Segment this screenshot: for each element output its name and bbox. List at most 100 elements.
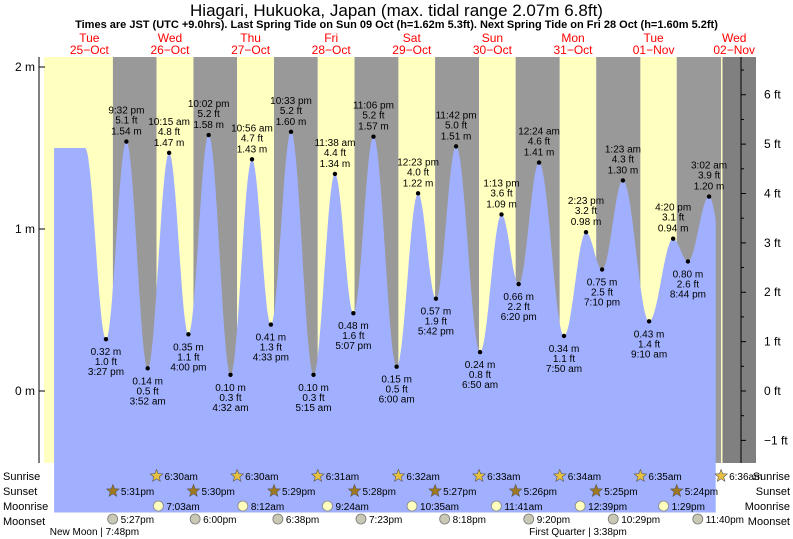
moonset-icon (272, 513, 284, 525)
high-tide-time: 10:02 pm (188, 99, 230, 110)
high-tide-m: 1.51 m (441, 131, 472, 142)
sunrise-time: 6:34am (568, 472, 601, 483)
high-tide-time: 1:23 am (605, 144, 641, 155)
moonset-icon (107, 513, 119, 525)
day-date: 25−Oct (70, 43, 110, 57)
low-tide-point (646, 319, 652, 324)
low-tide-m: 0.15 m (381, 375, 412, 386)
low-tide-point (103, 336, 109, 342)
high-tide-ft: 3.1 ft (662, 213, 684, 224)
day-name: Sun (482, 31, 503, 45)
moonrise-icon (237, 500, 249, 512)
moonrise-time: 1:29pm (672, 502, 705, 513)
moonrise-time: 12:39pm (588, 502, 627, 513)
high-tide-time: 11:42 pm (436, 110, 477, 121)
sunrise-time: 6:30am (165, 472, 198, 483)
chart-subtitle: Times are JST (UTC +9.0hrs). Last Spring… (75, 19, 718, 31)
y-tick-label-right: 4 ft (764, 186, 781, 200)
high-tide-ft: 4.6 ft (528, 137, 550, 148)
low-tide-time: 4:32 am (212, 403, 248, 414)
low-tide-time: 3:27 pm (88, 367, 124, 378)
high-tide-ft: 5.0 ft (445, 120, 467, 131)
y-tick-label-left: 0 m (15, 384, 35, 398)
low-tide-m: 0.48 m (338, 321, 369, 332)
day-name: Fri (324, 31, 338, 45)
y-tick-label-right: 5 ft (764, 137, 781, 151)
low-tide-ft: 1.9 ft (425, 317, 447, 328)
sunset-time: 5:29pm (282, 487, 315, 498)
sunset-icon (186, 483, 201, 497)
low-tide-ft: 2.6 ft (677, 279, 699, 290)
low-tide-time: 4:33 pm (253, 353, 289, 364)
low-tide-point (685, 259, 691, 264)
moonset-time: 6:00pm (203, 515, 236, 526)
daylight-band (721, 57, 723, 463)
high-tide-m: 1.47 m (154, 138, 185, 149)
chart-title: Hiagari, Hukuoka, Japan (max. tidal rang… (190, 1, 603, 20)
low-tide-ft: 1.1 ft (177, 352, 199, 363)
sunset-time: 5:25pm (604, 487, 637, 498)
high-tide-ft: 5.2 ft (280, 106, 302, 117)
sunrise-icon (391, 468, 406, 482)
day-date: 28−Oct (312, 43, 352, 57)
moonrise-icon (490, 500, 502, 512)
high-tide-m: 1.57 m (358, 122, 389, 133)
sunset-time: 5:30pm (201, 487, 234, 498)
moonset-time: 7:23pm (369, 515, 402, 526)
moonset-icon (439, 513, 451, 525)
low-tide-m: 0.57 m (421, 307, 452, 318)
moonrise-time: 10:35am (420, 502, 459, 513)
high-tide-time: 12:23 pm (397, 157, 439, 168)
sunset-time: 5:27pm (443, 487, 476, 498)
moonset-time: 11:40pm (706, 515, 744, 526)
y-tick-label-right: 3 ft (764, 236, 781, 250)
high-tide-time: 1:13 pm (483, 178, 519, 189)
high-tide-m: 1.30 m (608, 165, 639, 176)
low-tide-point (311, 372, 316, 377)
low-tide-m: 0.10 m (215, 383, 246, 394)
sunset-time: 5:26pm (524, 487, 557, 498)
low-tide-time: 7:10 pm (584, 298, 620, 309)
sunrise-time: 6:35am (648, 472, 681, 483)
day-date: 30−Oct (473, 43, 513, 57)
high-tide-point (166, 150, 172, 156)
high-tide-time: 10:33 pm (270, 96, 312, 107)
low-tide-point (228, 372, 233, 377)
moonset-icon (523, 513, 535, 525)
high-tide-ft: 3.2 ft (575, 206, 597, 217)
low-tide-point (599, 267, 605, 272)
high-tide-ft: 3.9 ft (698, 171, 720, 182)
row-label-moonrise: Moonrise (3, 501, 48, 513)
moonset-time: 8:18pm (453, 515, 486, 526)
day-date: 31−Oct (553, 43, 593, 57)
moonrise-time: 8:12am (251, 502, 284, 513)
sunset-time: 5:28pm (363, 487, 396, 498)
high-tide-ft: 4.4 ft (324, 148, 346, 159)
high-tide-point (536, 160, 542, 165)
low-tide-m: 0.66 m (503, 292, 534, 303)
moonset-icon (692, 513, 704, 525)
low-tide-ft: 2.5 ft (591, 288, 613, 299)
low-tide-ft: 0.3 ft (302, 393, 324, 404)
high-tide-ft: 5.2 ft (198, 109, 220, 120)
y-tick-label-right: 6 ft (764, 88, 781, 102)
high-tide-m: 1.43 m (237, 144, 268, 155)
sunset-time: 5:24pm (685, 487, 718, 498)
day-date: 01−Nov (633, 43, 675, 57)
sunrise-icon (310, 468, 325, 482)
high-tide-m: 1.58 m (193, 120, 224, 131)
moonrise-time: 11:41am (504, 502, 542, 513)
y-tick-label-left: 2 m (15, 60, 35, 74)
sunrise-time: 6:32am (406, 472, 439, 483)
sunset-icon (105, 483, 120, 497)
moonrise-icon (406, 500, 418, 512)
high-tide-time: 10:15 am (148, 117, 190, 128)
row-label-sunrise-right: Sunrise (753, 471, 790, 483)
row-label-sunrise: Sunrise (3, 471, 40, 483)
low-tide-m: 0.41 m (256, 333, 287, 344)
high-tide-time: 11:06 pm (353, 101, 394, 112)
high-tide-point (249, 157, 255, 162)
low-tide-point (561, 333, 567, 339)
low-tide-point (477, 349, 483, 355)
